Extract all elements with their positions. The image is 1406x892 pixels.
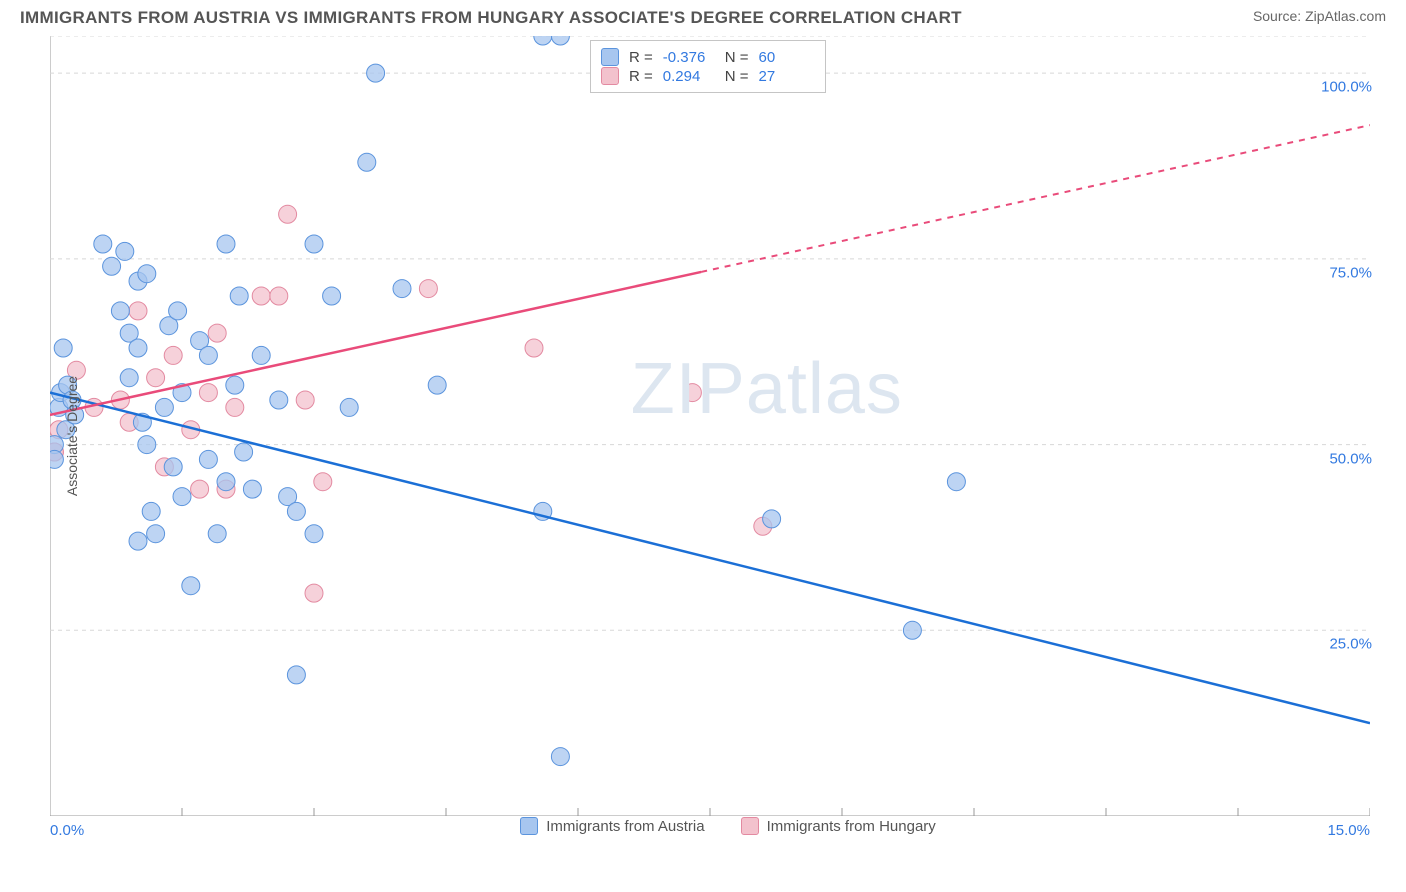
x-axis-max-label: 15.0% [1327, 822, 1370, 839]
legend-item-austria: Immigrants from Austria [520, 817, 704, 835]
source-label: Source: [1253, 8, 1305, 24]
legend-swatch-hungary-bottom [741, 817, 759, 835]
legend-label-hungary: Immigrants from Hungary [767, 818, 936, 835]
source-name: ZipAtlas.com [1305, 8, 1386, 24]
n-value-1: 60 [759, 49, 811, 66]
x-axis-min-label: 0.0% [50, 822, 84, 839]
r-value-2: 0.294 [663, 68, 715, 85]
legend-swatch-austria-bottom [520, 817, 538, 835]
n-value-2: 27 [759, 68, 811, 85]
r-value-1: -0.376 [663, 49, 715, 66]
n-label-2: N = [725, 68, 749, 85]
legend-row-series2: R = 0.294 N = 27 [601, 67, 811, 85]
scatter-plot-svg [50, 36, 1370, 816]
n-label-1: N = [725, 49, 749, 66]
r-label-2: R = [629, 68, 653, 85]
legend-item-hungary: Immigrants from Hungary [741, 817, 936, 835]
series-legend: Immigrants from Austria Immigrants from … [50, 817, 1406, 835]
chart-title: IMMIGRANTS FROM AUSTRIA VS IMMIGRANTS FR… [20, 8, 962, 28]
legend-swatch-austria [601, 48, 619, 66]
r-label-1: R = [629, 49, 653, 66]
legend-label-austria: Immigrants from Austria [546, 818, 704, 835]
source-attribution: Source: ZipAtlas.com [1253, 8, 1386, 26]
y-axis-label: Associate's Degree [64, 375, 80, 495]
legend-swatch-hungary [601, 67, 619, 85]
legend-row-series1: R = -0.376 N = 60 [601, 48, 811, 66]
chart-area: Associate's Degree 25.0%50.0%75.0%100.0%… [50, 36, 1406, 835]
correlation-legend-box: R = -0.376 N = 60 R = 0.294 N = 27 [590, 40, 826, 93]
